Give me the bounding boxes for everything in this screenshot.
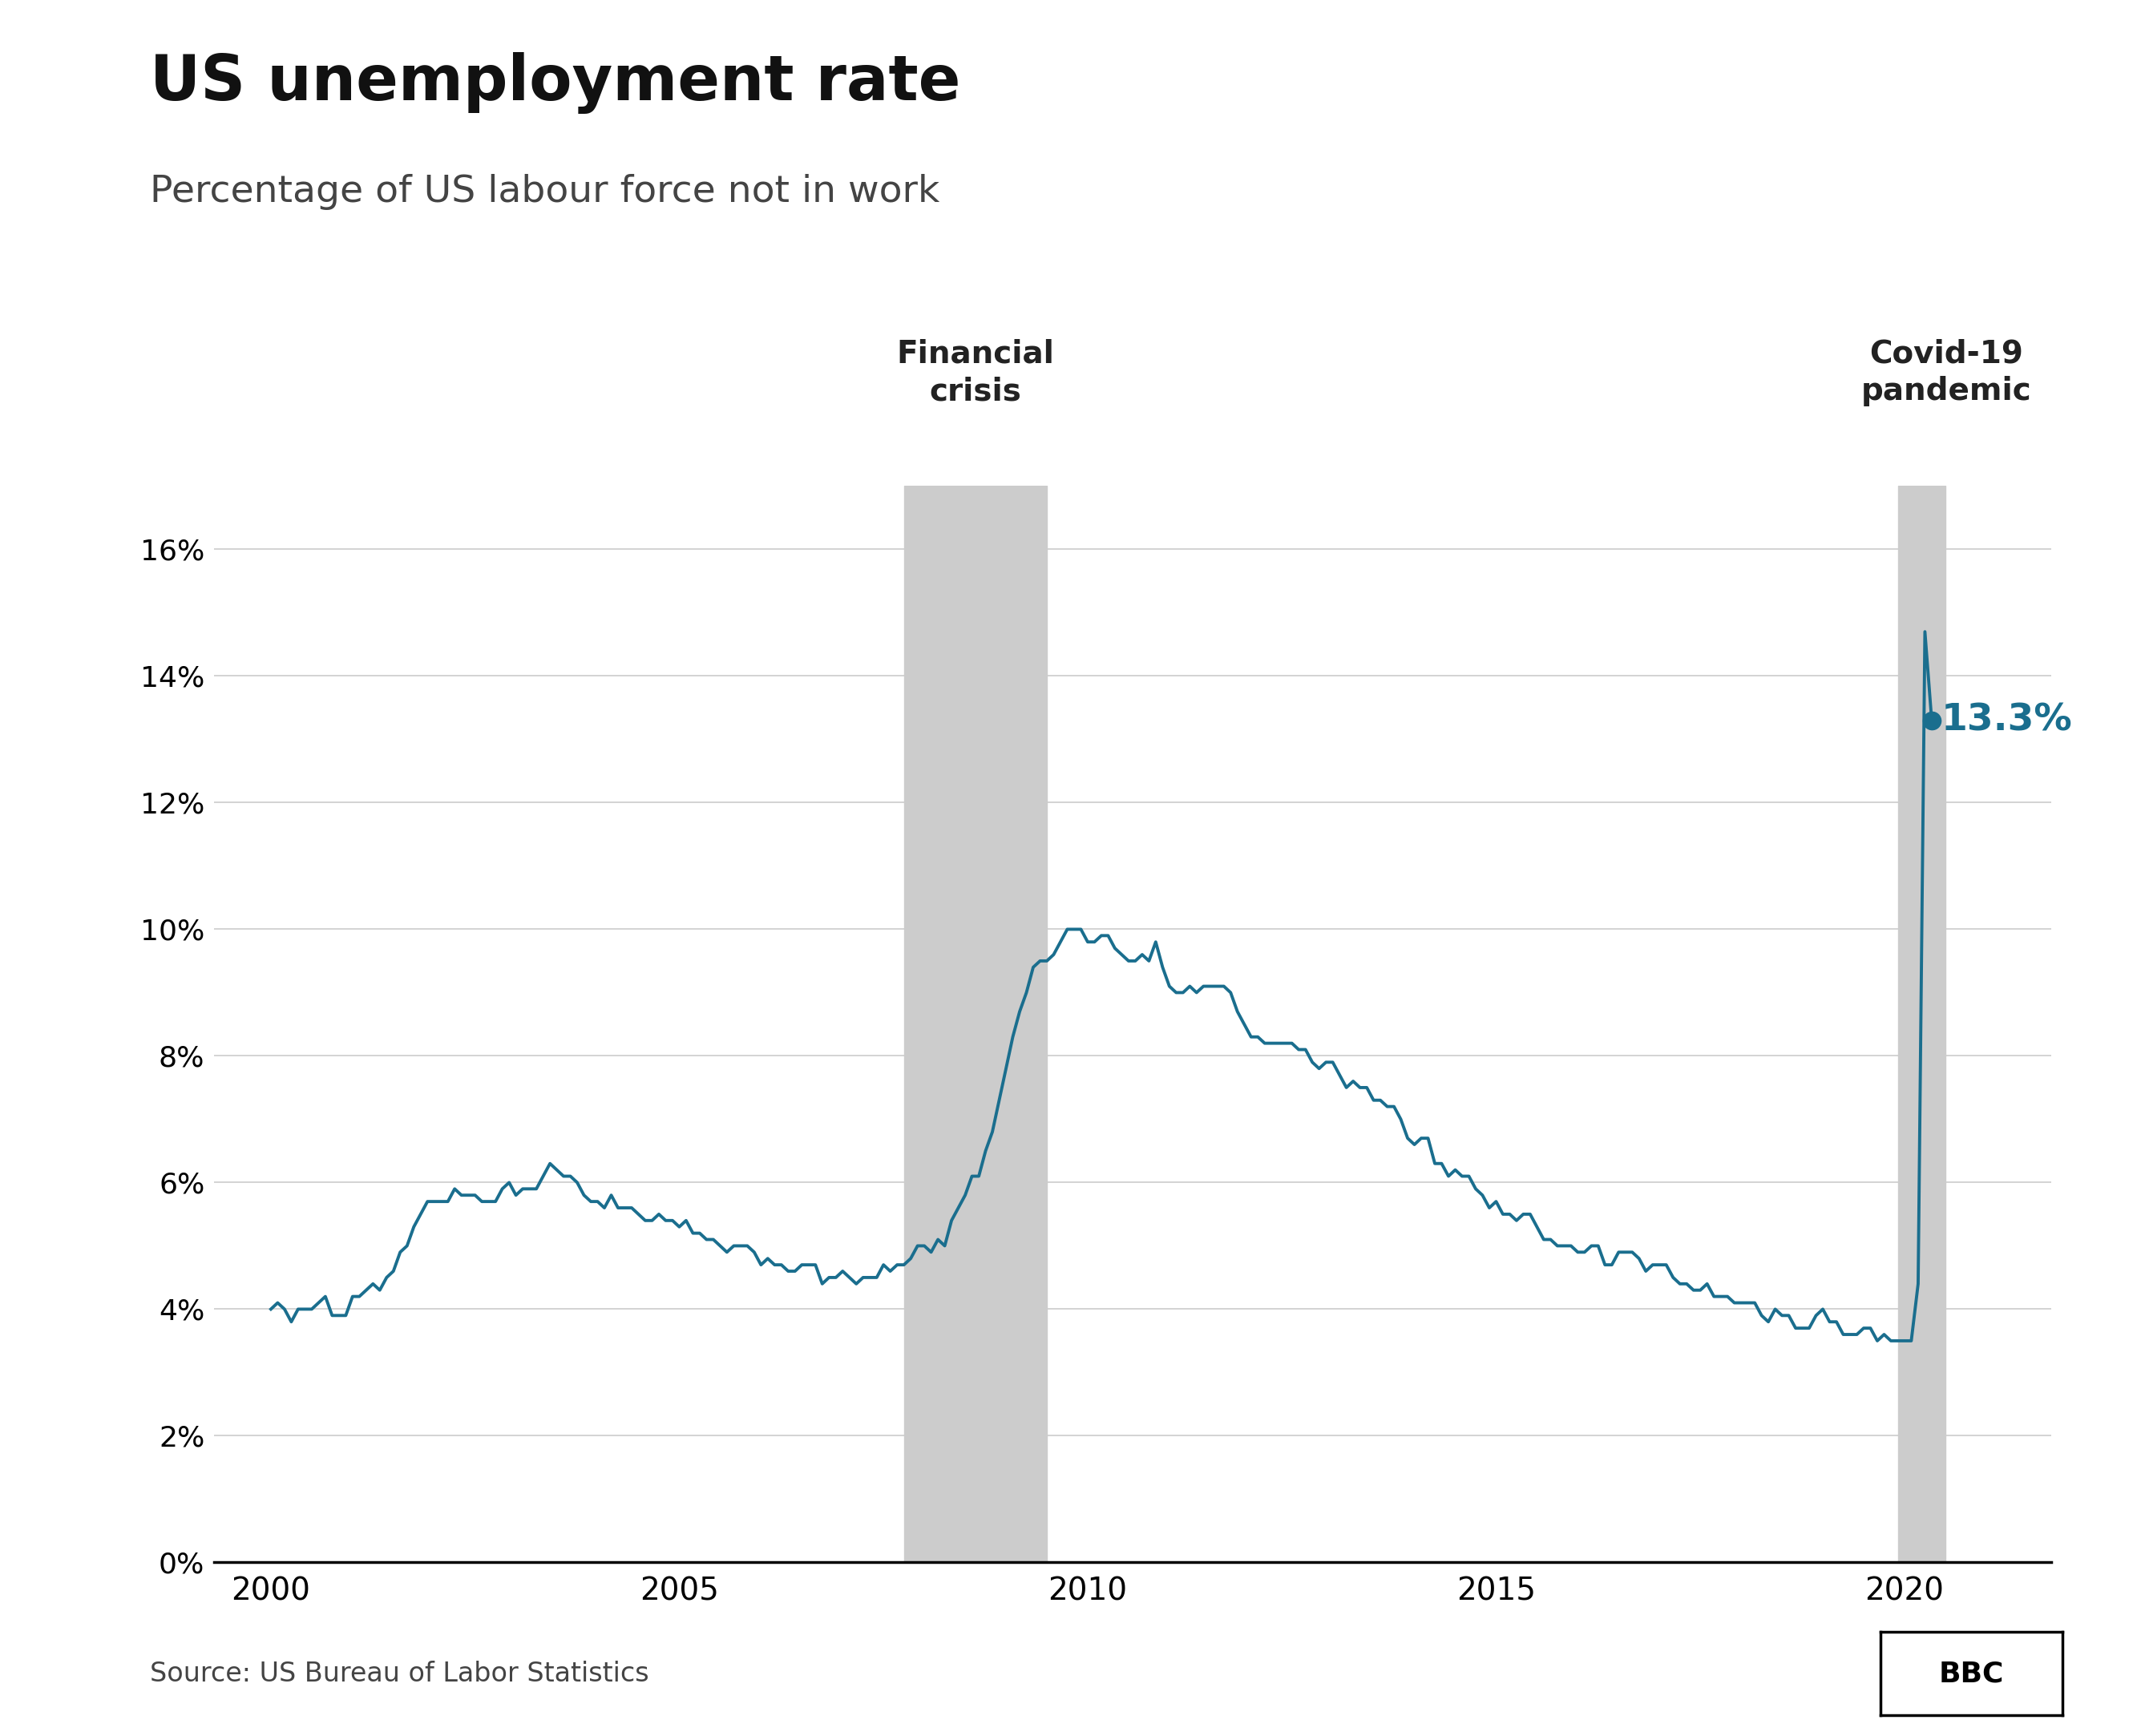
Text: US unemployment rate: US unemployment rate — [150, 52, 960, 115]
Bar — [1898, 486, 1945, 1562]
Text: Financial
crisis: Financial crisis — [895, 339, 1054, 406]
Text: Covid-19
pandemic: Covid-19 pandemic — [1861, 339, 2032, 406]
Text: Source: US Bureau of Labor Statistics: Source: US Bureau of Labor Statistics — [150, 1661, 650, 1687]
Text: BBC: BBC — [1938, 1660, 2005, 1687]
Bar — [904, 486, 1047, 1562]
Text: Percentage of US labour force not in work: Percentage of US labour force not in wor… — [150, 174, 940, 210]
Text: 13.3%: 13.3% — [1943, 703, 2073, 738]
